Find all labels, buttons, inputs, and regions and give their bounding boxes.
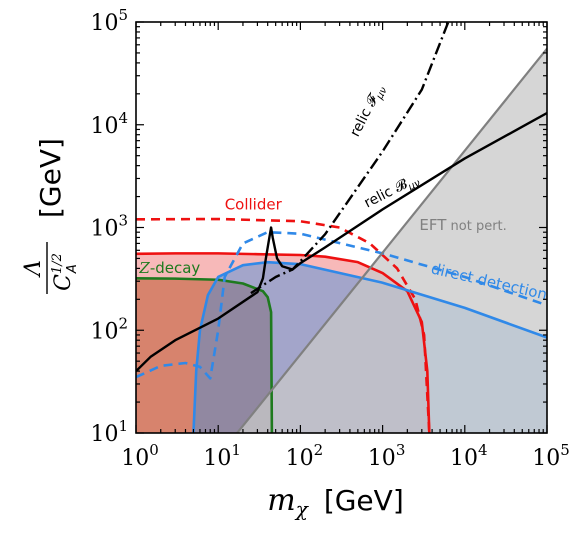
y-tick-label: 101 bbox=[90, 417, 128, 447]
direct-detection-limit-solid bbox=[192, 260, 547, 433]
y-tick-label: 104 bbox=[90, 109, 128, 139]
plot-area bbox=[136, 22, 547, 433]
x-tick-label: 105 bbox=[532, 441, 570, 471]
x-tick-label: 102 bbox=[286, 441, 324, 471]
x-tick-label: 100 bbox=[121, 441, 159, 471]
relic-f-label: relic 𝓕μν bbox=[347, 82, 390, 141]
y-axis-label: [GeV] ΛC1/2A bbox=[21, 138, 80, 294]
y-tick-label: 103 bbox=[90, 212, 128, 242]
y-label-denominator: C1/2A bbox=[50, 253, 80, 291]
y-tick-label: 102 bbox=[90, 314, 128, 344]
x-tick-label: 101 bbox=[203, 441, 241, 471]
relic-b-line bbox=[136, 111, 547, 372]
relic-f-line bbox=[250, 22, 450, 295]
x-axis-label: mχ [GeV] bbox=[267, 483, 404, 521]
eft-label: EFT not pert. bbox=[419, 216, 506, 234]
collider-limit-dashed bbox=[136, 217, 431, 433]
y-tick-label: 105 bbox=[90, 6, 128, 36]
z-decay-label: Z-decay bbox=[138, 259, 200, 277]
collider-label: Collider bbox=[225, 195, 283, 213]
collider-limit-solid bbox=[136, 252, 431, 433]
relic-b-label: relic 𝓑μν bbox=[362, 171, 423, 215]
eft-boundary bbox=[236, 47, 547, 433]
y-label-numerator: Λ bbox=[21, 260, 46, 278]
ticks bbox=[135, 21, 548, 434]
z-decay-limit bbox=[136, 277, 274, 433]
y-axis-unit: [GeV] bbox=[34, 138, 67, 218]
x-tick-label: 103 bbox=[368, 441, 406, 471]
x-tick-label: 104 bbox=[450, 441, 488, 471]
